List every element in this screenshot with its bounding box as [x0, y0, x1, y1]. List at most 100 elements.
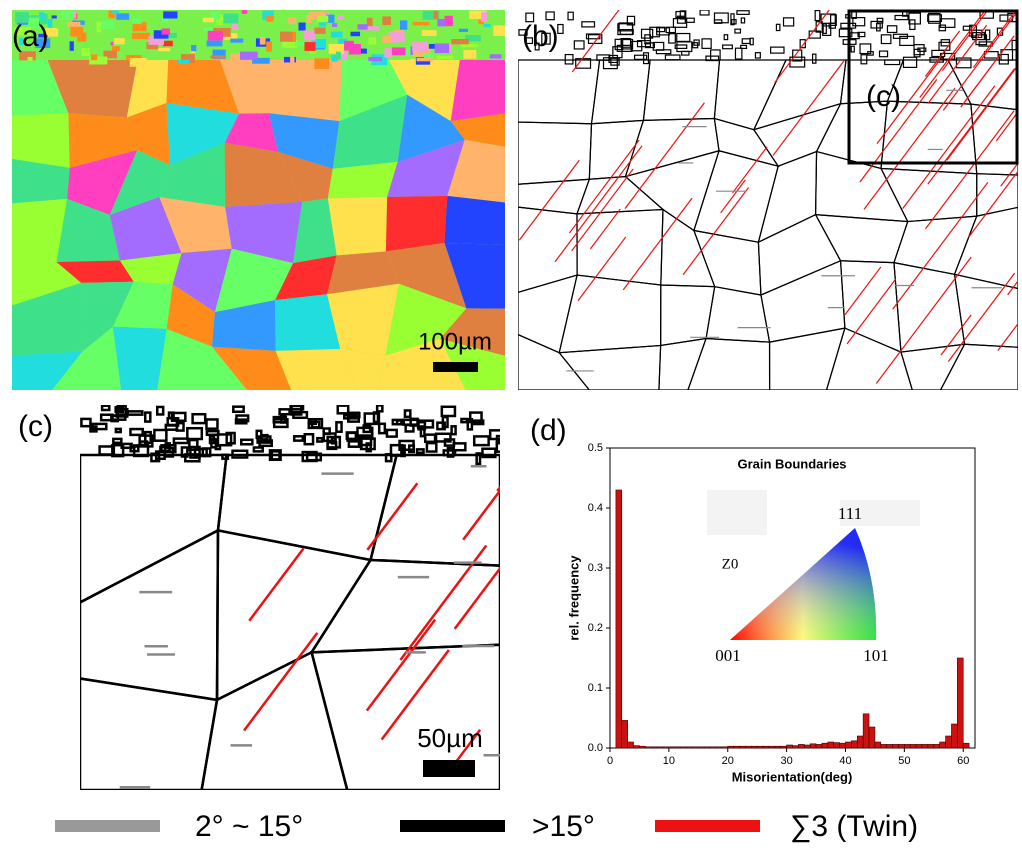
legend-label: ∑3 (Twin) [790, 810, 918, 843]
grain [328, 197, 387, 255]
ipf-label: 001 [715, 646, 741, 665]
bar [787, 745, 793, 748]
bar [745, 746, 751, 748]
fine-grain [358, 24, 368, 29]
fine-grain [67, 22, 80, 27]
bar [893, 744, 899, 748]
fine-grain [130, 58, 147, 67]
grain [451, 60, 505, 121]
bar [710, 747, 716, 748]
fine-grain [314, 58, 329, 69]
fine-grain [481, 12, 487, 22]
fine-grain [266, 41, 272, 51]
fine-grain [207, 41, 223, 47]
bar [845, 742, 851, 748]
bar [651, 747, 657, 748]
bar [857, 736, 863, 748]
bar [834, 743, 840, 748]
bar [869, 727, 875, 748]
bar [946, 736, 952, 748]
fine-grain [232, 24, 238, 30]
fine-grain [368, 57, 382, 61]
y-axis-label: rel. frequency [566, 555, 581, 641]
fine-grain [240, 52, 258, 60]
bar [728, 746, 734, 748]
scale-bar-label: 50µm [417, 723, 483, 753]
fine-grain [260, 37, 266, 45]
fine-grain [61, 12, 73, 20]
inset-label: (c) [866, 80, 901, 113]
bar [951, 724, 957, 748]
boundary-map [518, 0, 1022, 390]
bar [816, 744, 822, 748]
fine-grain [436, 56, 453, 59]
bar [716, 747, 722, 748]
bar [675, 747, 681, 748]
bar [887, 744, 893, 748]
fine-grain [422, 30, 437, 36]
fine-grain [191, 45, 196, 51]
bar [681, 747, 687, 748]
bar [910, 744, 916, 748]
bar [769, 746, 775, 748]
figure: (a) 100µm (b) (c) (c) 50µm (d) Grain Bou… [0, 0, 1022, 851]
fine-grain [112, 46, 120, 51]
fine-grain [230, 39, 243, 43]
x-tick-label: 0 [607, 755, 613, 767]
bar [898, 744, 904, 748]
fine-grain [178, 60, 190, 64]
bar [763, 746, 769, 748]
bar [704, 747, 710, 748]
fine-grain [266, 16, 273, 22]
fine-grain [97, 22, 102, 32]
bar [881, 744, 887, 748]
ipf-label: 111 [838, 504, 862, 523]
fine-grain [70, 41, 74, 50]
bar [781, 746, 787, 748]
legend-label: >15° [532, 810, 595, 843]
fine-grain [77, 33, 86, 42]
scale-bar [433, 362, 478, 372]
fine-grain [116, 13, 129, 19]
bar [639, 746, 645, 748]
fine-grain [338, 15, 344, 19]
fine-grain [351, 32, 361, 37]
bar [810, 744, 816, 748]
bar [875, 742, 881, 748]
fine-grain [332, 23, 337, 27]
fine-grain [344, 41, 354, 51]
fine-grain [280, 32, 293, 42]
legend: 2° ~ 15°>15°∑3 (Twin) [55, 810, 918, 843]
fine-grain [410, 59, 416, 69]
grain [12, 113, 70, 168]
fine-grain [114, 38, 124, 44]
fine-grain [400, 20, 407, 29]
fine-grain [162, 28, 170, 34]
bar [793, 746, 799, 748]
fine-grain [242, 10, 248, 14]
bar [692, 747, 698, 748]
bar [634, 746, 640, 748]
bar [934, 744, 940, 748]
fine-grain [412, 41, 428, 51]
bar [698, 747, 704, 748]
bar [740, 746, 746, 748]
panel-label: (b) [522, 20, 559, 53]
fine-grain [204, 27, 214, 31]
y-tick-label: 0.2 [588, 622, 603, 634]
panel-label: (c) [18, 410, 53, 443]
fine-grain [91, 54, 97, 60]
grain [113, 327, 167, 390]
y-tick-label: 0.5 [588, 442, 603, 454]
x-tick-label: 20 [722, 755, 734, 767]
grain [444, 196, 505, 245]
bar [851, 741, 857, 748]
chart-title: Grain Boundaries [737, 456, 846, 471]
fine-grain [434, 11, 439, 19]
bar [840, 743, 846, 748]
fine-grain [290, 56, 294, 66]
bar [916, 744, 922, 748]
fine-grain [413, 22, 430, 25]
fine-grain [163, 11, 177, 18]
y-tick-label: 0.3 [588, 562, 603, 574]
